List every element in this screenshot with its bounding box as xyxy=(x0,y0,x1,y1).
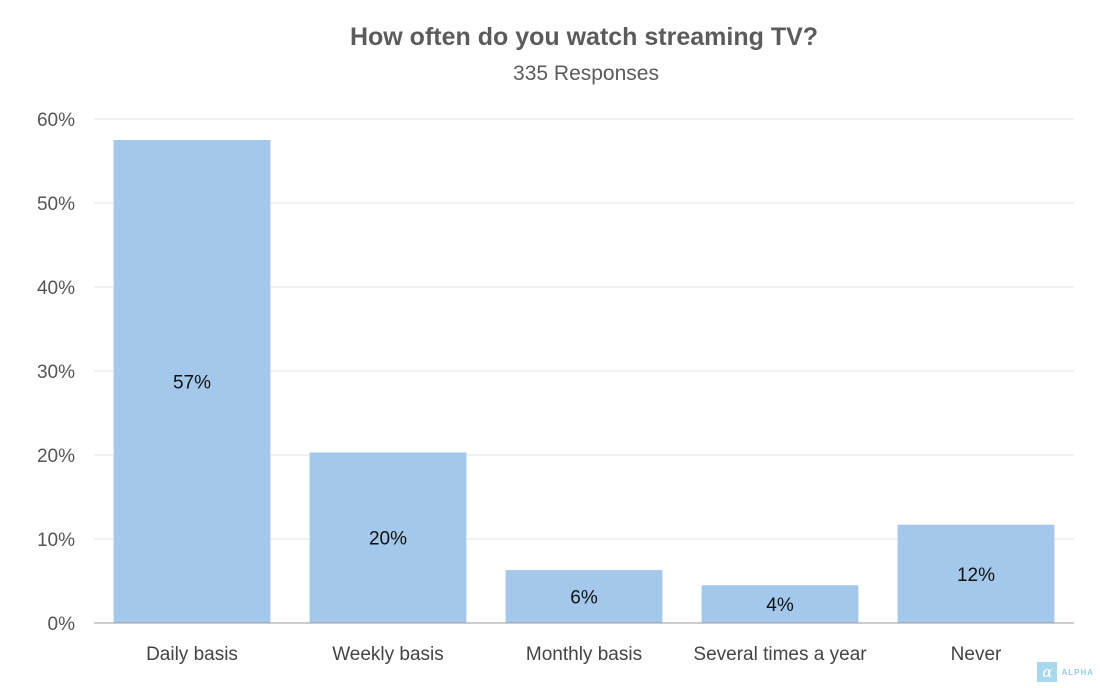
bar xyxy=(113,140,271,623)
bar xyxy=(309,452,467,623)
x-category-label: Several times a year xyxy=(693,644,867,665)
alpha-logo-icon: α xyxy=(1037,662,1058,682)
alpha-logo-text: ALPHA xyxy=(1061,667,1094,677)
y-axis-tick-labels: 0% 10% 20% 30% 40% 50% 60% xyxy=(37,110,75,635)
bar xyxy=(505,570,663,623)
y-tick-label: 0% xyxy=(48,614,76,635)
x-axis-category-labels: Daily basis Weekly basis Monthly basis Seve… xyxy=(146,644,1002,665)
x-category-label: Monthly basis xyxy=(526,644,642,665)
bars xyxy=(113,140,1055,623)
y-tick-label: 40% xyxy=(37,278,75,299)
x-category-label: Never xyxy=(951,644,1002,665)
y-tick-label: 10% xyxy=(37,530,75,551)
bar xyxy=(701,585,859,623)
y-tick-label: 30% xyxy=(37,362,75,383)
x-category-label: Daily basis xyxy=(146,644,238,665)
data-label: 6% xyxy=(570,588,598,609)
y-tick-label: 20% xyxy=(37,446,75,467)
bar xyxy=(897,524,1055,623)
x-category-label: Weekly basis xyxy=(332,644,444,665)
y-tick-label: 50% xyxy=(37,194,75,215)
alpha-logo: α ALPHA xyxy=(1037,662,1094,682)
data-label: 12% xyxy=(957,565,995,586)
data-labels: 57% 20% 6% 4% 12% xyxy=(173,373,995,617)
y-tick-label: 60% xyxy=(37,110,75,131)
chart-title: How often do you watch streaming TV? xyxy=(350,23,818,51)
chart-subtitle: 335 Responses xyxy=(513,62,659,85)
data-label: 20% xyxy=(369,529,407,550)
data-label: 57% xyxy=(173,373,211,394)
data-label: 4% xyxy=(766,595,794,616)
